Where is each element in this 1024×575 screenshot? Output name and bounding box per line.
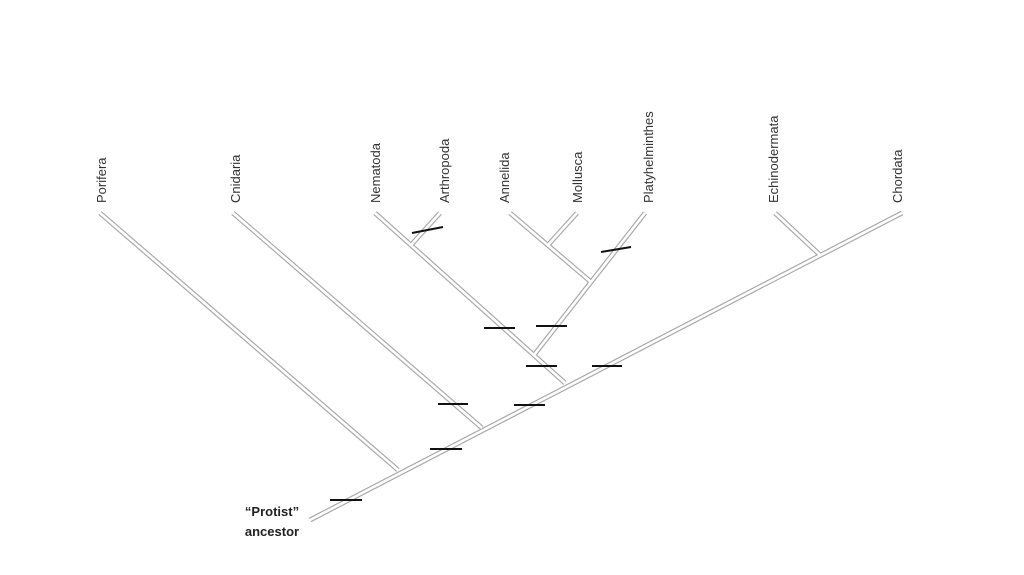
- branch: [547, 212, 578, 246]
- branch: [374, 212, 566, 384]
- root-label: “Protist”: [245, 504, 299, 519]
- branch: [99, 212, 399, 471]
- tick: [600, 246, 632, 253]
- taxon-label: Echinodermata: [766, 115, 781, 203]
- branch: [774, 212, 821, 256]
- taxon-label: Mollusca: [570, 151, 585, 203]
- root-label: ancestor: [245, 524, 299, 539]
- character-marks: [330, 226, 632, 501]
- taxon-labels: Porifera Cnidaria Nematoda Arthropoda Anneli…: [94, 111, 905, 203]
- taxon-label: Cnidaria: [228, 154, 243, 203]
- taxon-label: Annelida: [497, 152, 512, 203]
- branch: [509, 212, 592, 283]
- taxon-label: Arthropoda: [437, 138, 452, 203]
- tick: [411, 226, 444, 234]
- taxon-label: Chordata: [890, 149, 905, 203]
- branch: [532, 212, 647, 356]
- taxon-label: Porifera: [94, 157, 109, 203]
- taxon-label: Platyhelminthes: [641, 111, 656, 203]
- taxon-label: Nematoda: [368, 142, 383, 203]
- branches: [98, 210, 904, 523]
- branch: [232, 212, 483, 429]
- branch: [410, 212, 441, 246]
